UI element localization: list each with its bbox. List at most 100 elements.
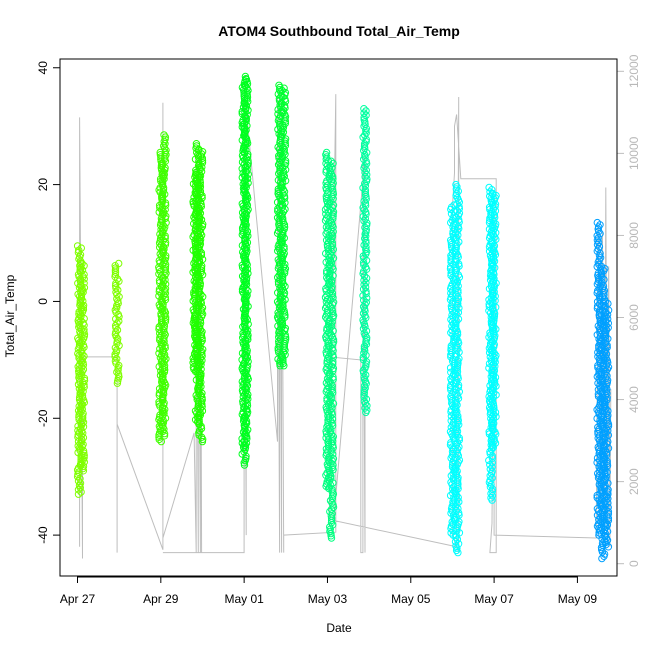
data-point (279, 227, 287, 236)
data-point (488, 496, 496, 504)
data-point (280, 225, 288, 233)
data-point (114, 299, 122, 308)
data-point (488, 240, 496, 248)
data-point (602, 424, 610, 433)
data-point (360, 388, 368, 397)
data-point (454, 339, 463, 347)
data-point (161, 414, 170, 422)
data-point (362, 135, 370, 144)
data-point (362, 107, 370, 115)
data-point (281, 161, 289, 170)
data-point (239, 399, 247, 408)
data-point (327, 258, 336, 267)
x-tick-label: May 05 (391, 592, 431, 606)
data-point (597, 530, 605, 538)
data-point (77, 389, 85, 398)
data-point (604, 427, 612, 435)
y2-tick-label: 0 (627, 560, 641, 567)
data-point (242, 225, 250, 234)
data-point (601, 383, 609, 391)
data-point (242, 417, 251, 425)
data-point (492, 413, 500, 421)
data-point (593, 302, 602, 310)
data-point (73, 472, 82, 481)
data-point (198, 352, 206, 360)
data-point (453, 363, 462, 372)
data-point (601, 529, 610, 538)
point-column (359, 105, 371, 417)
data-point (161, 190, 169, 198)
data-point (241, 133, 249, 141)
data-point (596, 254, 605, 262)
point-column (278, 84, 290, 370)
data-point (280, 234, 288, 242)
data-point (454, 485, 462, 493)
x-tick-label: May 01 (224, 592, 264, 606)
data-point (489, 443, 497, 452)
data-point (159, 274, 168, 282)
data-point (195, 376, 204, 384)
data-point (602, 405, 610, 413)
data-point (488, 186, 496, 194)
data-point (326, 507, 334, 516)
data-point (490, 380, 499, 388)
data-point (361, 168, 369, 177)
data-point (490, 410, 498, 419)
data-point (79, 361, 88, 369)
data-point (278, 258, 286, 266)
data-point (198, 163, 206, 171)
data-point (327, 362, 336, 370)
data-point (488, 305, 497, 314)
data-point (329, 399, 338, 408)
data-point (280, 221, 289, 229)
data-point (240, 144, 249, 152)
y-tick-label: 0 (36, 298, 50, 305)
data-point (327, 534, 336, 542)
data-point (604, 543, 613, 551)
scatter-points (73, 72, 613, 563)
data-point (327, 243, 336, 251)
y2-tick-label: 2000 (627, 468, 641, 495)
data-point (281, 346, 289, 354)
data-point (363, 149, 371, 157)
y2-tick-label: 6000 (627, 304, 641, 331)
data-point (452, 333, 461, 341)
data-point (452, 291, 460, 299)
data-point (329, 210, 337, 218)
data-point (485, 307, 493, 315)
data-point (79, 288, 87, 296)
data-point (159, 427, 167, 436)
data-point (113, 379, 122, 387)
data-point (155, 433, 163, 441)
data-point (488, 454, 497, 462)
data-point (241, 163, 249, 172)
data-point (161, 342, 169, 350)
data-point (281, 117, 289, 125)
data-point (160, 407, 168, 416)
data-point (161, 238, 170, 247)
data-point (162, 252, 170, 260)
data-point (602, 497, 610, 505)
data-point (604, 494, 612, 503)
data-point (198, 407, 207, 415)
data-point (329, 336, 338, 344)
data-point (327, 459, 335, 467)
data-point (76, 483, 85, 492)
data-point (240, 296, 249, 304)
data-point (244, 157, 252, 165)
data-point (453, 496, 461, 504)
data-point (491, 292, 499, 300)
data-point (327, 225, 335, 234)
data-point (243, 260, 251, 269)
data-point (158, 403, 167, 411)
data-point (242, 452, 250, 460)
plot-frame (59, 58, 618, 577)
data-point (327, 184, 335, 192)
data-point (447, 254, 455, 262)
data-point (77, 264, 85, 272)
point-column (488, 189, 500, 452)
data-point (278, 276, 287, 284)
data-point (241, 172, 249, 181)
data-point (602, 313, 610, 321)
